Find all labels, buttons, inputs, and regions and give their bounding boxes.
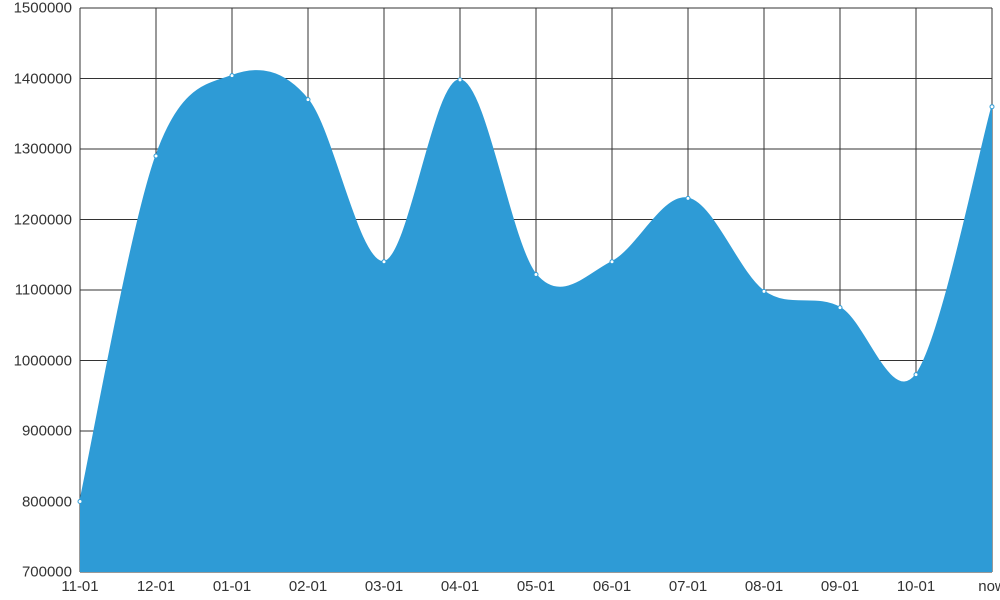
x-tick-label: 05-01 bbox=[517, 578, 555, 595]
x-tick-label: 09-01 bbox=[821, 578, 859, 595]
x-tick-label: 02-01 bbox=[289, 578, 327, 595]
y-tick-label: 1100000 bbox=[15, 282, 72, 299]
y-tick-label: 900000 bbox=[22, 423, 72, 440]
x-tick-label: now bbox=[978, 578, 1000, 595]
chart-canvas bbox=[0, 0, 1000, 600]
x-tick-label: 01-01 bbox=[213, 578, 251, 595]
y-tick-label: 1200000 bbox=[14, 211, 72, 228]
x-tick-label: 12-01 bbox=[137, 578, 175, 595]
x-tick-label: 07-01 bbox=[669, 578, 707, 595]
x-tick-label: 06-01 bbox=[593, 578, 631, 595]
area-chart: 7000008000009000001000000110000012000001… bbox=[0, 0, 1000, 600]
x-tick-label: 11-01 bbox=[61, 578, 98, 595]
x-tick-label: 03-01 bbox=[365, 578, 403, 595]
x-tick-label: 10-01 bbox=[897, 578, 935, 595]
y-tick-label: 1500000 bbox=[14, 0, 72, 17]
y-tick-label: 1400000 bbox=[14, 70, 72, 87]
x-tick-label: 08-01 bbox=[745, 578, 783, 595]
y-tick-label: 800000 bbox=[22, 493, 72, 510]
y-tick-label: 1000000 bbox=[14, 352, 72, 369]
x-tick-label: 04-01 bbox=[441, 578, 479, 595]
y-tick-label: 1300000 bbox=[14, 141, 72, 158]
